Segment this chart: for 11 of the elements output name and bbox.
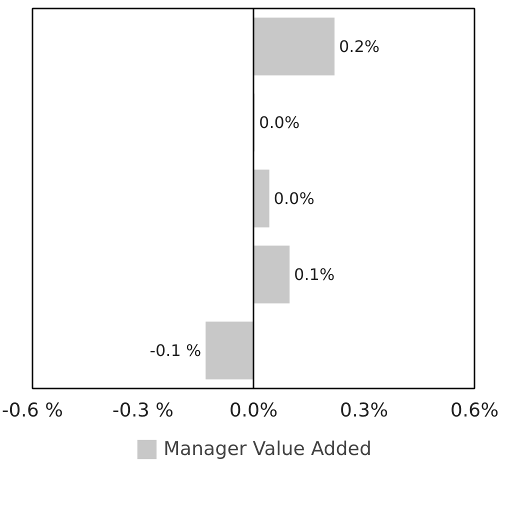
data-label: -0.1 %: [150, 341, 202, 360]
data-label: 0.2%: [338, 37, 380, 56]
x-tick-label: -0.3 %: [112, 400, 174, 422]
data-label: 0.0%: [259, 113, 300, 132]
data-label: 0.1%: [294, 265, 335, 284]
x-tick-label: 0.6%: [450, 400, 499, 422]
data-label: 0.0%: [274, 189, 314, 208]
x-tick-label: -0.6 %: [2, 400, 64, 422]
x-tick-label: 0.3%: [340, 400, 388, 422]
x-tick-label: 0.0%: [229, 400, 278, 422]
legend-label: Manager Value Added: [163, 438, 372, 460]
